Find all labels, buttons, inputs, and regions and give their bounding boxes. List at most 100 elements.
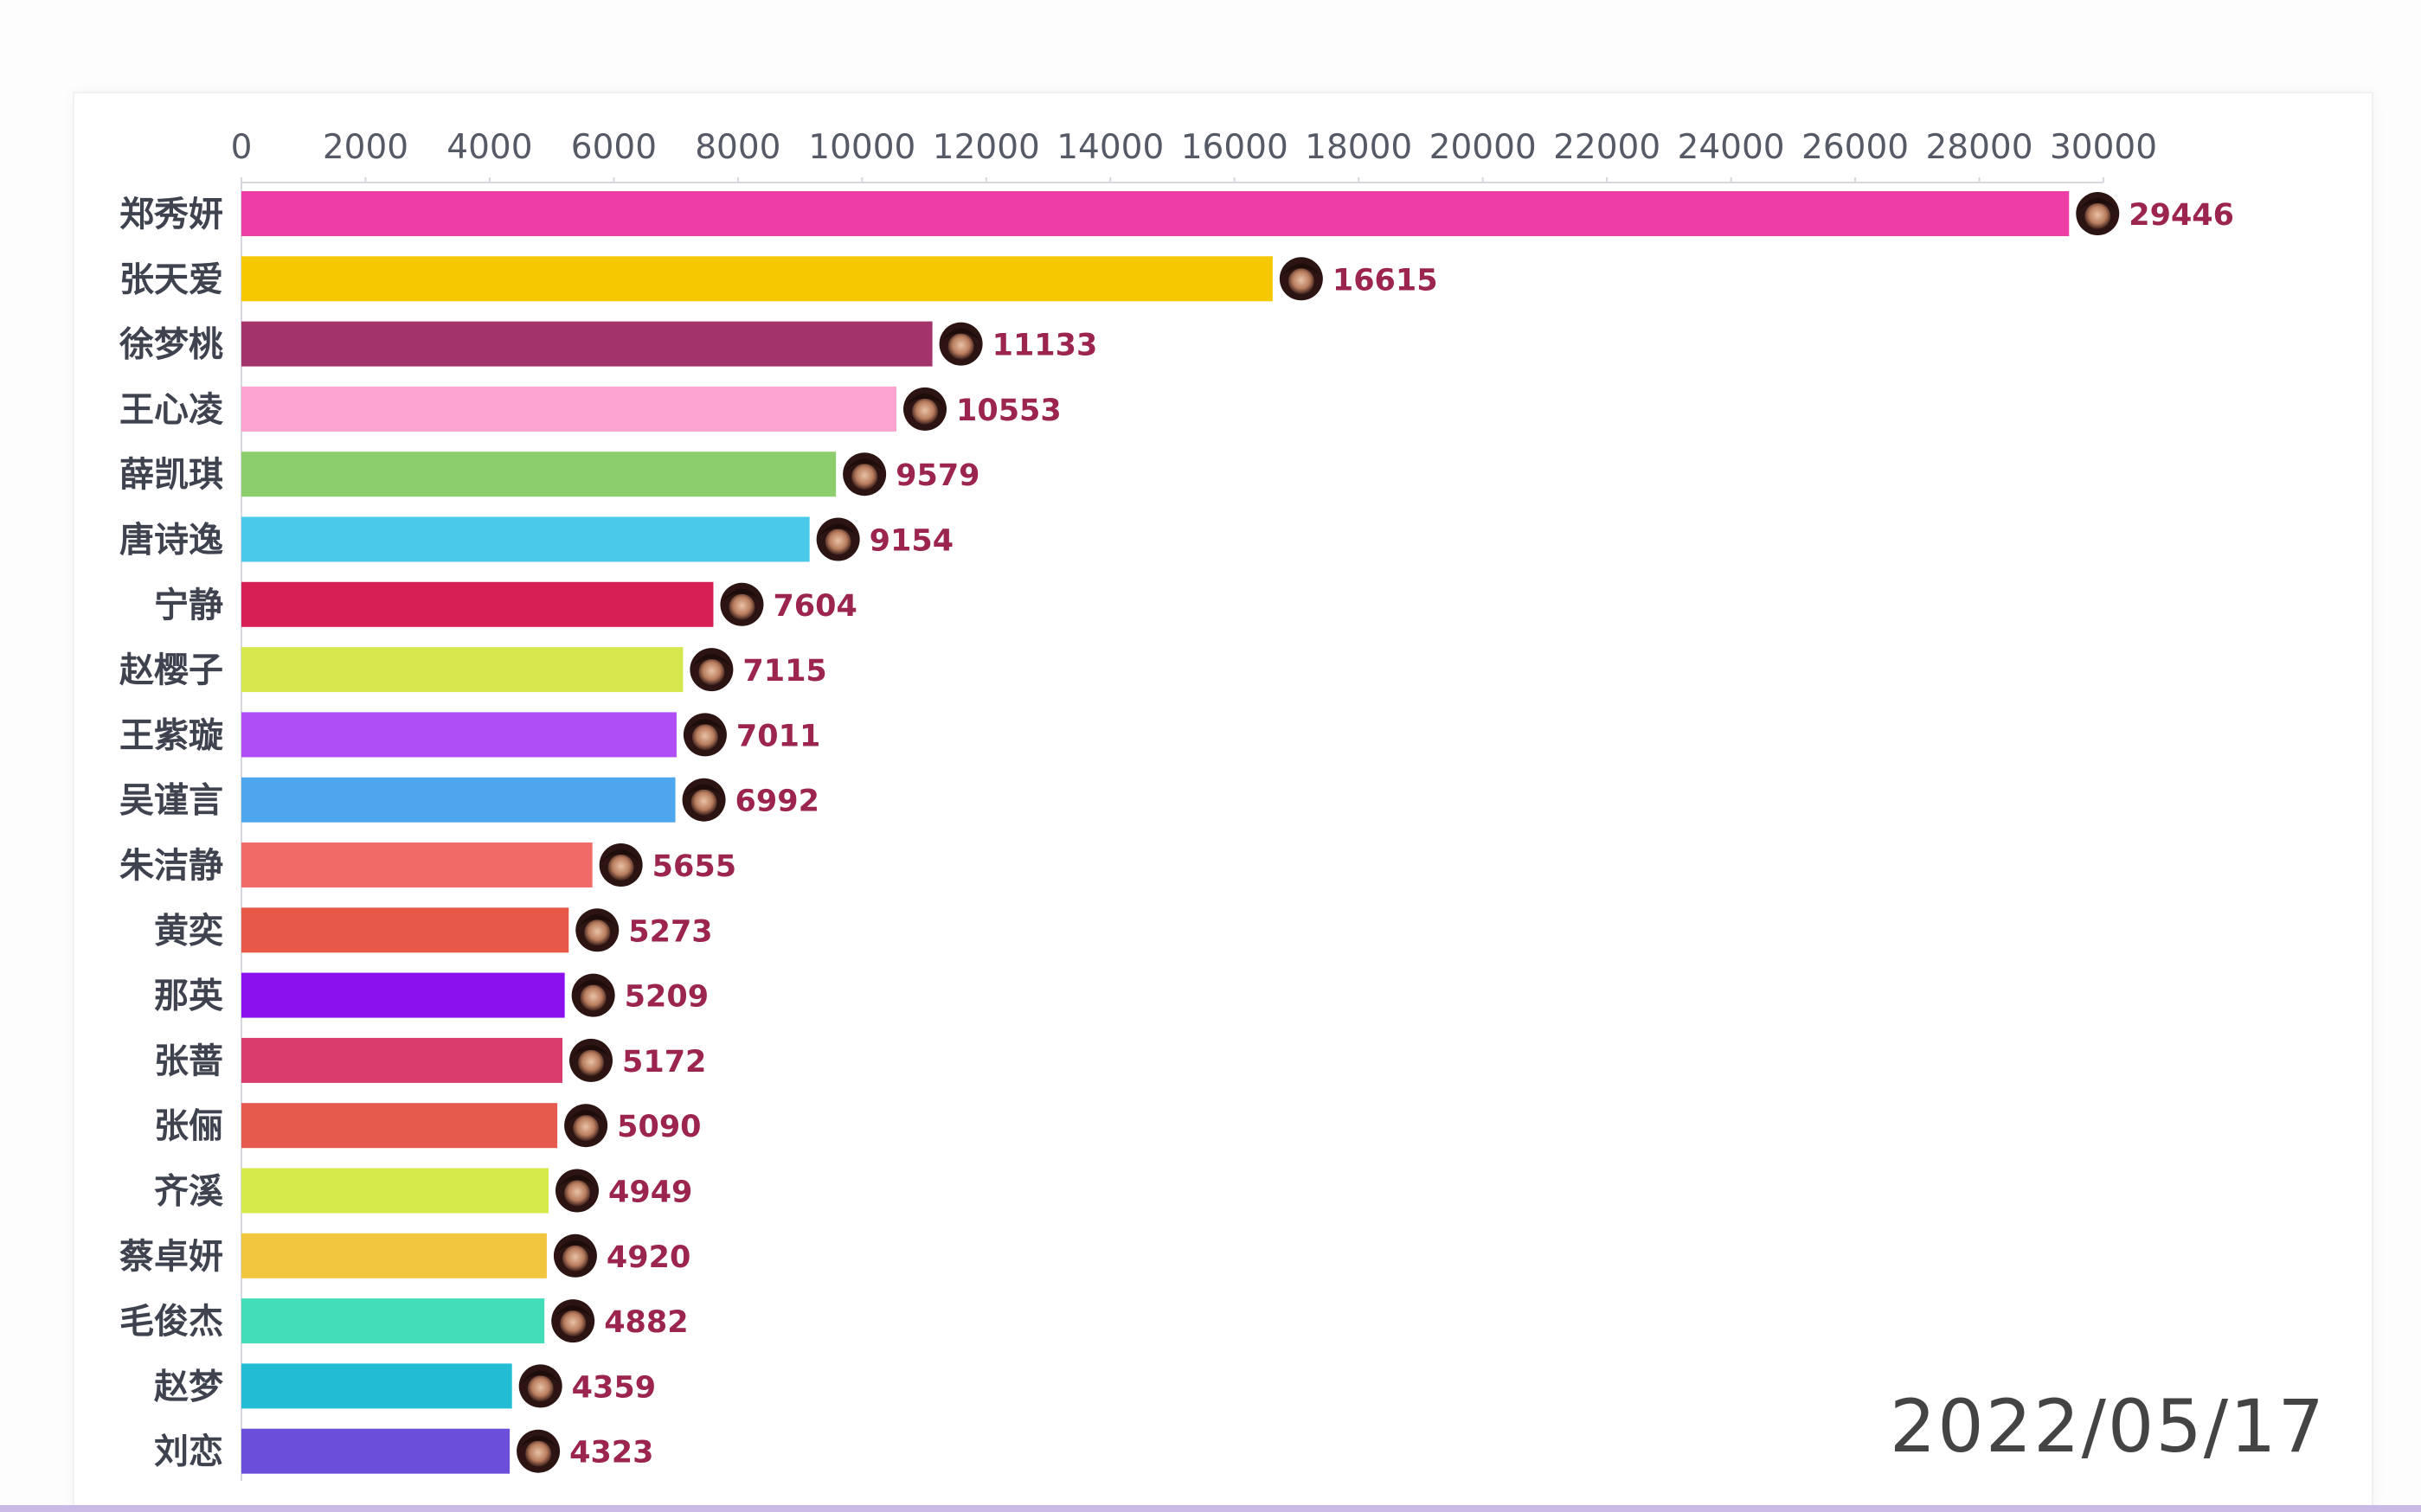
avatar-icon	[690, 648, 734, 692]
bar	[241, 1103, 558, 1149]
bar	[241, 386, 897, 432]
category-label: 毛俊杰	[119, 1302, 223, 1342]
category-label: 赵梦	[154, 1367, 223, 1406]
category-label: 徐梦桃	[119, 325, 223, 365]
avatar-icon	[564, 1104, 608, 1148]
bar	[241, 1037, 563, 1083]
value-label: 4323	[569, 1436, 653, 1470]
bar	[241, 1168, 549, 1214]
category-label: 齐溪	[154, 1172, 223, 1212]
x-tick-label: 8000	[695, 128, 780, 167]
category-label: 那英	[154, 977, 224, 1016]
category-label: 赵樱子	[119, 650, 223, 690]
category-label: 张俪	[154, 1106, 223, 1146]
bar	[241, 321, 933, 367]
value-label: 5273	[628, 914, 712, 949]
value-label: 5655	[652, 849, 736, 884]
category-label: 宁静	[154, 586, 223, 625]
bottom-strip	[0, 1505, 2421, 1512]
avatar-icon	[553, 1233, 597, 1278]
bar	[241, 191, 2070, 236]
bar	[241, 1233, 547, 1278]
avatar-icon	[682, 778, 726, 822]
value-label: 9579	[896, 458, 979, 493]
value-label: 29446	[2129, 198, 2234, 233]
category-label: 王心凌	[119, 390, 223, 430]
x-tick-label: 0	[231, 128, 253, 167]
value-label: 5209	[625, 980, 709, 1015]
date-label: 2022/05/17	[1889, 1384, 2326, 1469]
x-tick-label: 4000	[446, 128, 532, 167]
avatar-icon	[939, 322, 983, 366]
x-axis: 0 2000 4000 6000 8000 10000 12000 14000 16000 180…	[231, 128, 2157, 1481]
avatar-icon	[816, 517, 860, 561]
value-label: 4882	[604, 1305, 688, 1340]
category-label: 张天爱	[119, 259, 223, 299]
bar	[241, 907, 569, 953]
value-label: 4949	[608, 1176, 692, 1210]
bar	[241, 1428, 511, 1474]
x-tick-label: 10000	[808, 128, 915, 167]
x-tick-label: 24000	[1678, 128, 1785, 167]
category-label: 蔡卓妍	[119, 1237, 223, 1277]
bar	[241, 516, 810, 562]
value-label: 7604	[773, 589, 857, 624]
value-label: 10553	[956, 394, 1062, 428]
x-tick-label: 12000	[933, 128, 1040, 167]
value-label: 16615	[1333, 263, 1438, 298]
avatar-icon	[551, 1299, 595, 1343]
bar	[241, 972, 565, 1018]
avatar-icon	[683, 713, 727, 757]
value-label: 9154	[870, 524, 954, 559]
x-tick-label: 16000	[1181, 128, 1288, 167]
category-label: 吴谨言	[119, 781, 223, 821]
avatar-icon	[843, 452, 887, 497]
avatar-icon	[569, 1038, 613, 1082]
category-label: 王紫璇	[119, 715, 223, 755]
bar	[241, 1363, 512, 1409]
category-label: 郑秀妍	[119, 195, 223, 234]
avatar-icon	[571, 973, 615, 1017]
value-label: 5172	[622, 1045, 706, 1080]
avatar-icon	[555, 1169, 600, 1213]
x-tick-label: 14000	[1056, 128, 1164, 167]
avatar-icon	[599, 843, 643, 887]
avatar-icon	[1279, 257, 1323, 301]
value-label: 4920	[607, 1240, 690, 1275]
value-label: 4359	[572, 1370, 656, 1405]
bar	[241, 581, 714, 627]
x-tick-label: 30000	[2050, 128, 2157, 167]
bar	[241, 1298, 545, 1344]
avatar-icon	[903, 387, 947, 431]
bar	[241, 712, 677, 758]
avatar-icon	[518, 1364, 562, 1408]
avatar-icon	[517, 1429, 561, 1473]
category-label: 黄奕	[154, 911, 223, 951]
category-label: 张蔷	[154, 1041, 223, 1081]
avatar-icon	[2076, 192, 2120, 235]
value-label: 11133	[992, 329, 1098, 363]
avatar-icon	[720, 582, 764, 626]
category-label: 朱洁静	[119, 846, 223, 886]
category-label: 薛凯琪	[119, 455, 223, 495]
avatar-icon	[575, 908, 620, 952]
value-label: 6992	[735, 785, 819, 819]
x-tick-label: 18000	[1305, 128, 1412, 167]
bar	[241, 647, 684, 693]
value-label: 7115	[742, 654, 826, 689]
x-tick-label: 20000	[1429, 128, 1537, 167]
x-tick-label: 22000	[1553, 128, 1660, 167]
x-tick-label: 28000	[1925, 128, 2032, 167]
bar	[241, 256, 1273, 302]
category-label: 刘恋	[154, 1432, 223, 1472]
bar	[241, 452, 837, 497]
bars: 郑秀妍 29446 张天爱 16615 徐梦桃 11133 王心凌 10553 薛凯琪 9579 唐…	[119, 191, 2234, 1474]
x-tick-label: 2000	[323, 128, 408, 167]
value-label: 7011	[736, 719, 820, 753]
bar	[241, 842, 593, 887]
category-label: 唐诗逸	[119, 521, 223, 561]
x-tick-label: 26000	[1801, 128, 1909, 167]
value-label: 5090	[617, 1110, 701, 1144]
